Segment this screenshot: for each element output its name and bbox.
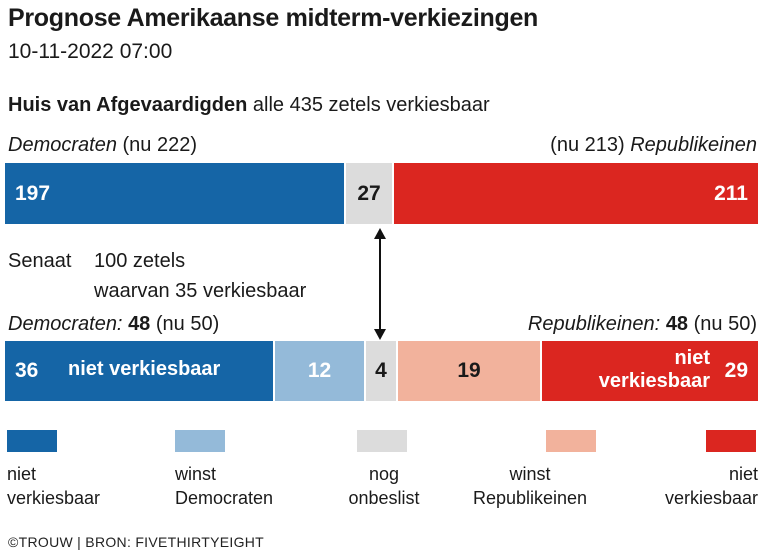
legend-swatch xyxy=(546,430,596,452)
legend-label: winst Republikeinen xyxy=(472,464,588,508)
bar-segment-senaat-dem_safe: 36 xyxy=(5,341,273,401)
senate-rep-label: Republikeinen: xyxy=(527,313,661,335)
bar-segment-senaat-rep_win: 19 xyxy=(398,341,540,401)
senate-dem-total: 48 xyxy=(128,313,151,335)
bar-value-label: 29 xyxy=(724,359,748,382)
senate-rep-current: (nu 50) xyxy=(693,313,757,335)
legend-swatch xyxy=(175,430,225,452)
senate-dem-safe-text: niet verkiesbaar xyxy=(68,358,221,380)
bar-value-label: 36 xyxy=(15,359,39,382)
legend-label: winst Democraten xyxy=(175,464,274,508)
house-dem-label: Democraten xyxy=(8,134,117,156)
bar-value-label: 211 xyxy=(714,181,748,205)
bar-value-label: 12 xyxy=(307,359,332,382)
bar-segment-huis-rep: 211 xyxy=(394,163,758,224)
senate-detail-1: 100 zetels xyxy=(94,250,186,272)
bar-segment-huis-dem: 197 xyxy=(5,163,344,224)
house-rep-caption: (nu 213) Republikeinen xyxy=(550,134,757,157)
bar-segment-senaat-rep_safe: 29 xyxy=(542,341,758,401)
house-rep-label: Republikeinen xyxy=(630,134,757,156)
senate-dem-current: (nu 50) xyxy=(155,313,220,335)
legend-label: niet verkiesbaar xyxy=(7,464,101,508)
bar-segment-senaat-dem_win: 12 xyxy=(275,341,364,401)
house-rep-current: (nu 213) xyxy=(550,134,625,156)
house-heading: Huis van Afgevaardigden xyxy=(8,94,248,116)
bar-value-label: 27 xyxy=(357,181,381,205)
house-dem-current: (nu 222) xyxy=(122,134,198,156)
bar-segment-huis-undecided: 27 xyxy=(346,163,392,224)
bar-segment-senaat-undecided: 4 xyxy=(366,341,396,401)
legend-swatch xyxy=(357,430,407,452)
bar-value-label: 19 xyxy=(457,359,481,382)
senate-rep-safe-text-2: verkiesbaar xyxy=(598,370,710,392)
senate-rep-safe-text: niet verkiesbaar xyxy=(584,347,710,393)
legend-label: nog onbeslist xyxy=(348,464,420,508)
chart-title: Prognose Amerikaanse midterm-verkiezinge… xyxy=(8,4,539,32)
bar-value-label: 4 xyxy=(375,359,387,382)
senate-rep-safe-text-1: niet xyxy=(674,347,710,369)
house-heading-line: Huis van Afgevaardigden alle 435 zetels … xyxy=(8,94,490,117)
source-credit: ©TROUW | BRON: FIVETHIRTYEIGHT xyxy=(8,534,265,550)
chart-subtitle: 10-11-2022 07:00 xyxy=(8,40,173,63)
senate-detail-2: waarvan 35 verkiesbaar xyxy=(94,280,307,302)
senate-dem-label: Democraten: xyxy=(8,313,123,335)
senate-rep-total: 48 xyxy=(665,313,689,335)
senate-heading: Senaat xyxy=(8,250,72,272)
legend-label: niet verkiesbaar xyxy=(664,464,758,508)
legend-swatch xyxy=(706,430,756,452)
majority-arrow xyxy=(374,228,386,340)
bar-value-label: 197 xyxy=(15,181,51,205)
house-dem-caption: Democraten (nu 222) xyxy=(8,134,197,157)
legend-swatch xyxy=(7,430,57,452)
house-detail: alle 435 zetels verkiesbaar xyxy=(252,94,490,116)
senate-rep-caption: Republikeinen: 48 (nu 50) xyxy=(528,313,757,336)
senate-dem-caption: Democraten: 48 (nu 50) xyxy=(8,313,219,336)
